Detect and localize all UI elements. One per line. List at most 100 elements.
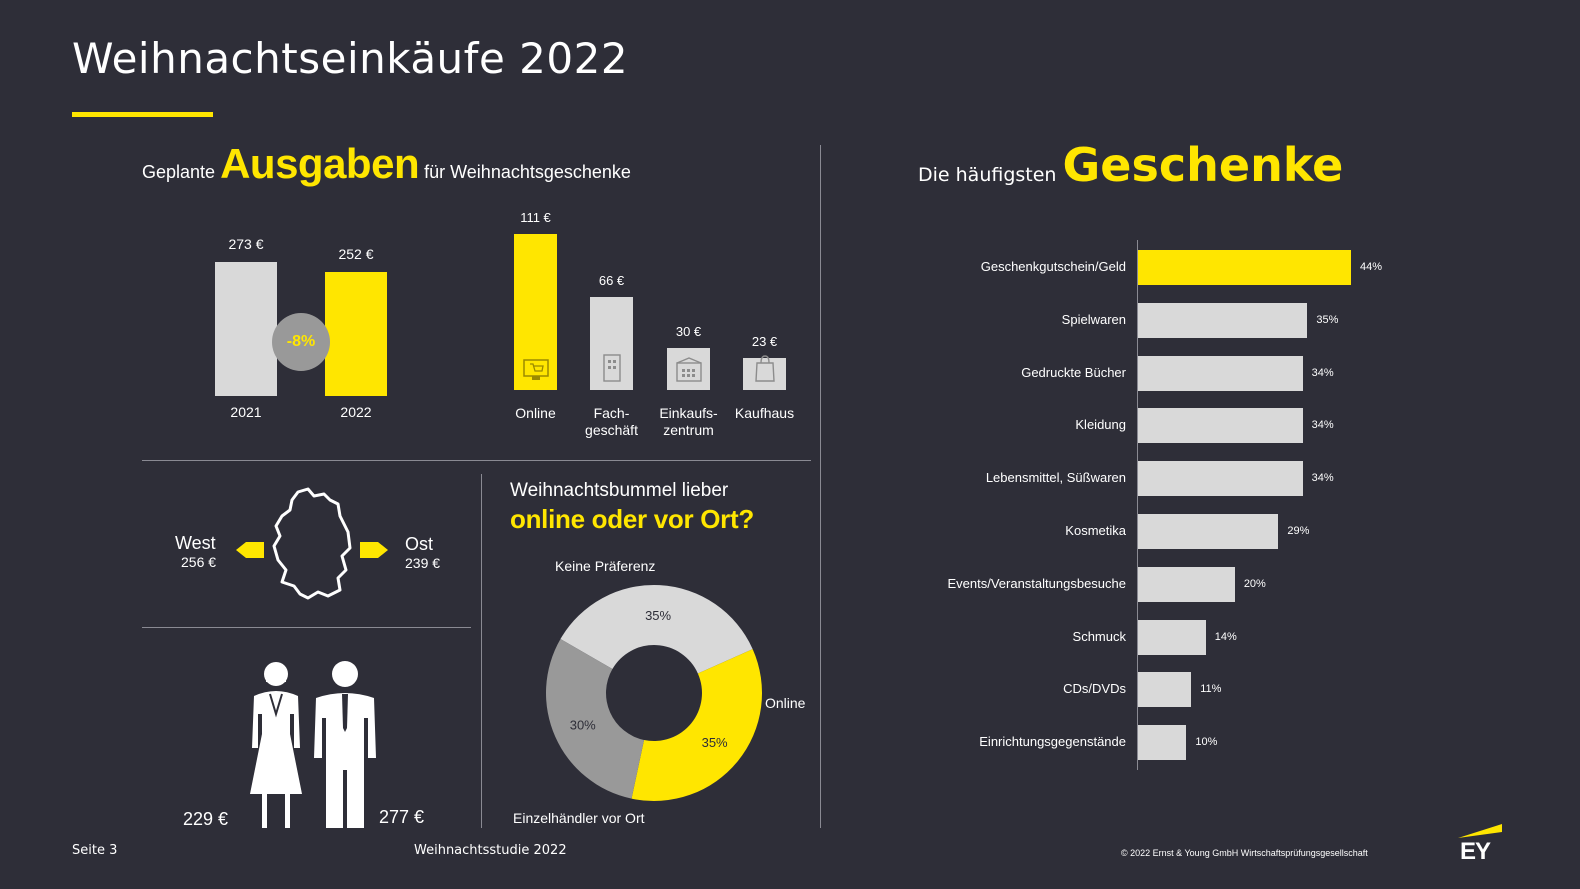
east-arrow-icon [360,542,388,558]
donut-slice [546,639,645,799]
channel-bar-value: 111 € [520,210,551,225]
gift-label: Events/Veranstaltungsbesuche [947,575,1126,591]
spending-heading-post: für Weihnachtsgeschenke [424,162,631,182]
gift-bar [1138,302,1308,338]
donut-slice [560,585,753,674]
channel-bar [590,297,633,390]
gift-bar [1138,461,1303,497]
page-title: Weihnachtseinkäufe 2022 [72,34,629,83]
gift-value: 34% [1311,419,1334,432]
donut-category-label: Keine Präferenz [555,558,655,574]
channel-bar-label: Online [515,405,556,421]
study-name: Weihnachtsstudie 2022 [414,843,567,858]
donut-slice-value: 35% [645,608,671,623]
gift-label: CDs/DVDs [1063,681,1126,697]
gift-bar [1138,672,1192,708]
gift-bar [1138,566,1235,602]
gift-label: Spielwaren [1061,311,1126,327]
shopping-mall-icon [674,357,704,388]
channel-spending-chart: 111 € Online 66 € Fach- geschäft 30 € Einkauf… [490,205,810,445]
channel-bar-label: Fach- geschäft [585,405,638,438]
year-bar-label: 2021 [230,404,262,420]
channel-bar [667,347,710,390]
copyright: © 2022 Ernst & Young GmbH Wirtschaftsprü… [1121,848,1368,858]
gift-value: 29% [1287,525,1310,537]
shopping-bag-icon [752,353,778,388]
channel-bar [514,234,557,390]
channel-bar-value: 30 € [675,323,702,339]
title-underline [72,112,213,117]
ey-logo: EY [1458,822,1504,866]
gifts-axis-line [1137,240,1138,770]
gifts-heading: Die häufigsten Geschenke [918,138,1343,192]
gifts-bar-chart: Geschenkgutschein/Geld 44% Spielwaren 35% Ge… [920,240,1440,770]
channel-bar-value: 66 € [598,273,625,289]
donut-category-label: Einzelhändler vor Ort [513,810,645,826]
gift-label: Kosmetika [1065,523,1126,538]
channel-bar-label: Kaufhaus [734,405,795,421]
gift-label: Kleidung [1075,417,1126,433]
germany-map-icon [272,487,352,600]
gift-bar [1138,514,1279,549]
west-value: 256 € [181,554,217,570]
gender-section: 229 € 277 € [150,640,470,830]
building-icon [599,351,625,388]
spending-heading-big: Ausgaben [220,140,420,187]
gift-value: 44% [1360,261,1383,273]
monitor-cart-icon [521,357,551,388]
year-bar [215,262,277,396]
gift-value: 34% [1311,366,1334,379]
gift-value: 34% [1311,472,1334,485]
woman-icon [250,662,302,828]
east-value: 239 € [405,555,441,571]
year-bar-value: 252 € [338,246,374,263]
gift-value: 11% [1200,683,1222,696]
gift-bar [1138,355,1303,391]
gift-label: Schmuck [1072,628,1126,644]
center-divider [820,145,821,828]
preference-heading: Weihnachtsbummel lieber online oder vor … [510,480,754,535]
preference-heading-line1: Weihnachtsbummel lieber [510,480,729,501]
gift-bar [1138,725,1187,761]
gifts-heading-pre: Die häufigsten [918,164,1057,186]
east-label: Ost [405,534,434,554]
channel-bar-label: Einkaufs- zentrum [659,405,718,438]
male-value: 277 € [379,807,425,827]
gifts-heading-big: Geschenke [1062,138,1344,192]
gift-label: Gedruckte Bücher [1021,364,1126,380]
west-label: West [175,533,216,553]
gift-value: 20% [1243,577,1266,590]
spending-heading-pre: Geplante [142,162,216,182]
man-icon [314,661,376,828]
donut-slice [631,649,762,801]
spending-divider [142,460,811,461]
gift-label: Geschenkgutschein/Geld [980,259,1126,274]
female-value: 229 € [183,809,229,829]
page-number: Seite 3 [72,843,118,858]
gift-value: 35% [1316,313,1339,326]
donut-category-label: Online [765,695,806,711]
ey-logo-text: EY [1460,838,1491,865]
donut-slice-value: 30% [570,718,596,733]
gift-bar [1138,619,1206,655]
change-badge: -8% [272,313,330,371]
spending-heading: Geplante Ausgaben für Weihnachtsgeschenk… [142,140,631,188]
donut-slice-value: 35% [702,735,728,750]
preference-donut-chart: 35% 35% 30% Keine Präferenz Online Einzelhänd… [513,558,806,826]
year-bar [325,272,387,396]
region-divider [142,627,471,628]
gift-label: Einrichtungsgegenstände [979,734,1126,750]
preference-heading-line2: online oder vor Ort? [510,504,754,534]
west-arrow-icon [236,542,264,558]
gift-value: 14% [1214,630,1237,643]
gift-label: Lebensmittel, Süßwaren [985,470,1126,486]
ey-logo-beam-icon [1458,824,1502,838]
region-section: West 256 € Ost 239 € [150,480,470,620]
channel-bar-value: 23 € [751,333,778,349]
lower-divider [481,474,482,828]
channel-bar [743,355,786,390]
gift-value: 10% [1195,736,1218,749]
year-bar-value: 273 € [228,236,264,252]
year-bar-label: 2022 [340,404,372,420]
gift-bar [1138,250,1351,285]
